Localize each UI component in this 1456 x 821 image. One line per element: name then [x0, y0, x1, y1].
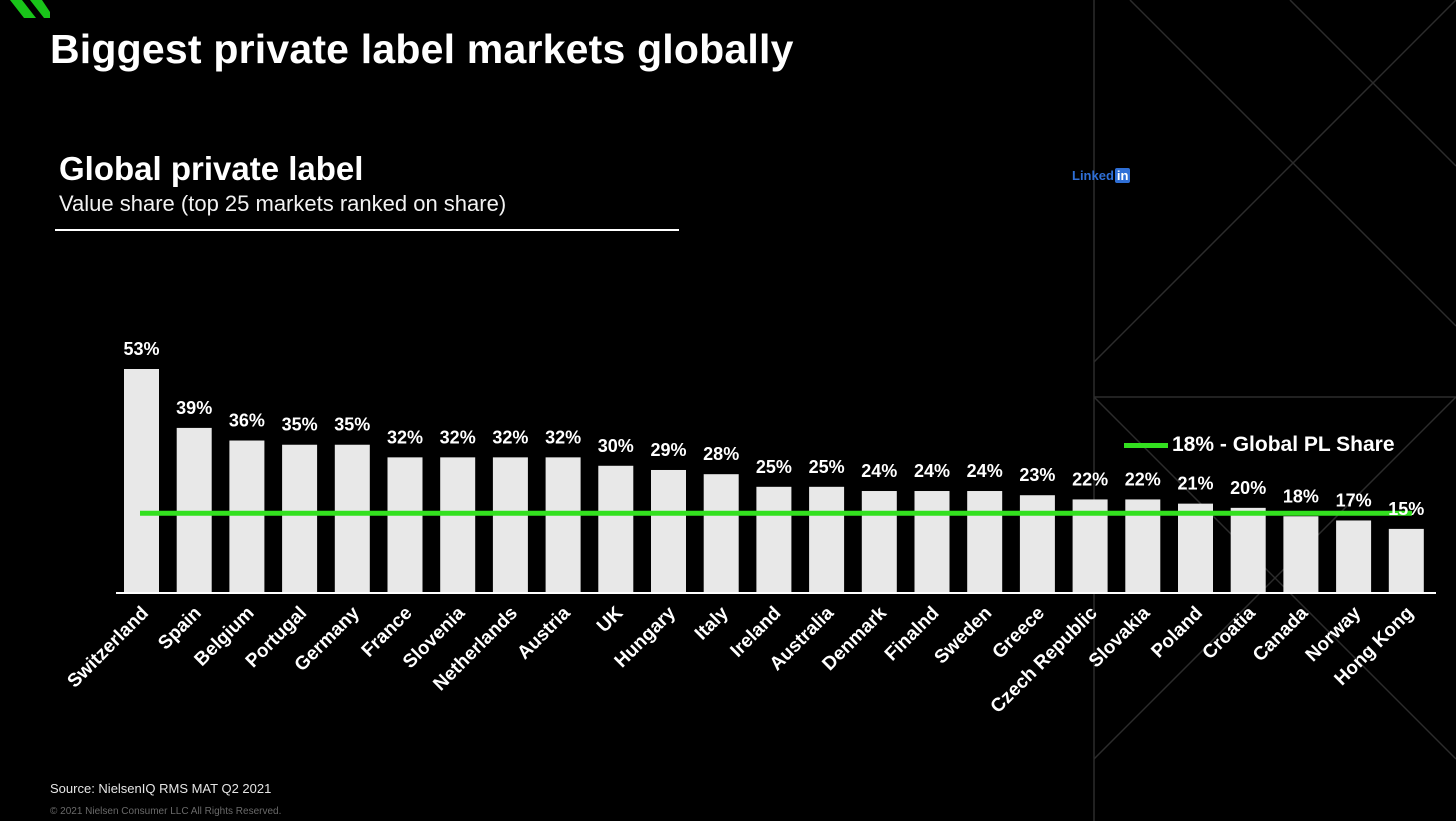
- category-label-16: Sweden: [931, 603, 997, 669]
- decorative-grid-lines: [1093, 0, 1456, 821]
- bar-23: [1336, 520, 1372, 592]
- corner-accent-chevron-2: [30, 0, 50, 18]
- value-label-14: 24%: [861, 461, 897, 481]
- value-label-18: 22%: [1072, 469, 1108, 489]
- value-label-15: 24%: [914, 461, 950, 481]
- bar-10: [651, 469, 686, 592]
- value-label-3: 35%: [282, 415, 318, 435]
- bar-13: [809, 486, 845, 592]
- bar-11: [703, 474, 739, 592]
- category-label-0: Switzerland: [64, 603, 154, 693]
- value-label-1: 39%: [176, 398, 212, 418]
- bar-7: [492, 457, 528, 592]
- legend-swatch-line: [1124, 442, 1168, 448]
- value-label-21: 20%: [1230, 478, 1266, 498]
- category-label-1: Spain: [154, 603, 205, 654]
- bar-8: [545, 457, 581, 592]
- category-label-20: Poland: [1147, 603, 1207, 663]
- bar-9: [598, 465, 634, 592]
- value-label-20: 21%: [1177, 474, 1213, 494]
- bar-3: [282, 444, 318, 592]
- value-label-2: 36%: [229, 411, 265, 431]
- slide-title: Biggest private label markets globally: [50, 26, 794, 72]
- linkedin-wordmark: Linked: [1072, 168, 1114, 183]
- bar-15: [914, 491, 950, 592]
- value-label-16: 24%: [967, 461, 1003, 481]
- bar-16: [967, 491, 1003, 592]
- category-label-21: Croatia: [1199, 602, 1260, 663]
- linkedin-icon: in: [1114, 168, 1131, 183]
- value-label-6: 32%: [440, 427, 476, 447]
- bar-17: [1019, 495, 1055, 592]
- value-label-0: 53%: [123, 339, 159, 359]
- value-label-4: 35%: [334, 415, 370, 435]
- source-note: Source: NielsenIQ RMS MAT Q2 2021: [50, 781, 272, 796]
- corner-accent-chevron-1: [10, 0, 36, 18]
- bar-5: [387, 457, 423, 592]
- value-label-24: 15%: [1388, 499, 1424, 519]
- bar-6: [440, 457, 476, 592]
- value-label-5: 32%: [387, 427, 423, 447]
- value-label-12: 25%: [756, 457, 792, 477]
- chart-legend: 18% - Global PL Share: [1124, 433, 1395, 457]
- value-label-11: 28%: [703, 444, 739, 464]
- copyright-note: © 2021 Nielsen Consumer LLC All Rights R…: [50, 806, 282, 817]
- value-label-19: 22%: [1125, 469, 1161, 489]
- legend-label: 18% - Global PL Share: [1172, 433, 1395, 456]
- title-divider: [55, 229, 679, 231]
- value-label-22: 18%: [1283, 486, 1319, 506]
- bar-20: [1178, 503, 1213, 592]
- linkedin-watermark: Linked in: [1072, 168, 1131, 183]
- chart-title: Global private label: [59, 150, 364, 187]
- category-label-9: UK: [593, 602, 627, 636]
- bar-4: [334, 444, 370, 592]
- value-label-7: 32%: [492, 427, 528, 447]
- bar-2: [229, 440, 265, 592]
- category-label-11: Italy: [691, 602, 733, 644]
- bar-14: [861, 491, 897, 592]
- value-label-13: 25%: [809, 457, 845, 477]
- bar-12: [756, 486, 792, 592]
- value-label-23: 17%: [1336, 490, 1372, 510]
- bar-22: [1283, 516, 1319, 592]
- value-label-8: 32%: [545, 427, 581, 447]
- value-label-9: 30%: [598, 436, 634, 456]
- chart-subtitle: Value share (top 25 markets ranked on sh…: [59, 191, 507, 216]
- bar-24: [1388, 528, 1424, 592]
- bar-1: [176, 427, 212, 592]
- bar-21: [1230, 507, 1266, 592]
- category-label-8: Austria: [513, 602, 574, 663]
- value-label-17: 23%: [1019, 465, 1055, 485]
- category-label-22: Canada: [1249, 602, 1313, 666]
- bar-0: [124, 369, 159, 592]
- value-label-10: 29%: [650, 440, 686, 460]
